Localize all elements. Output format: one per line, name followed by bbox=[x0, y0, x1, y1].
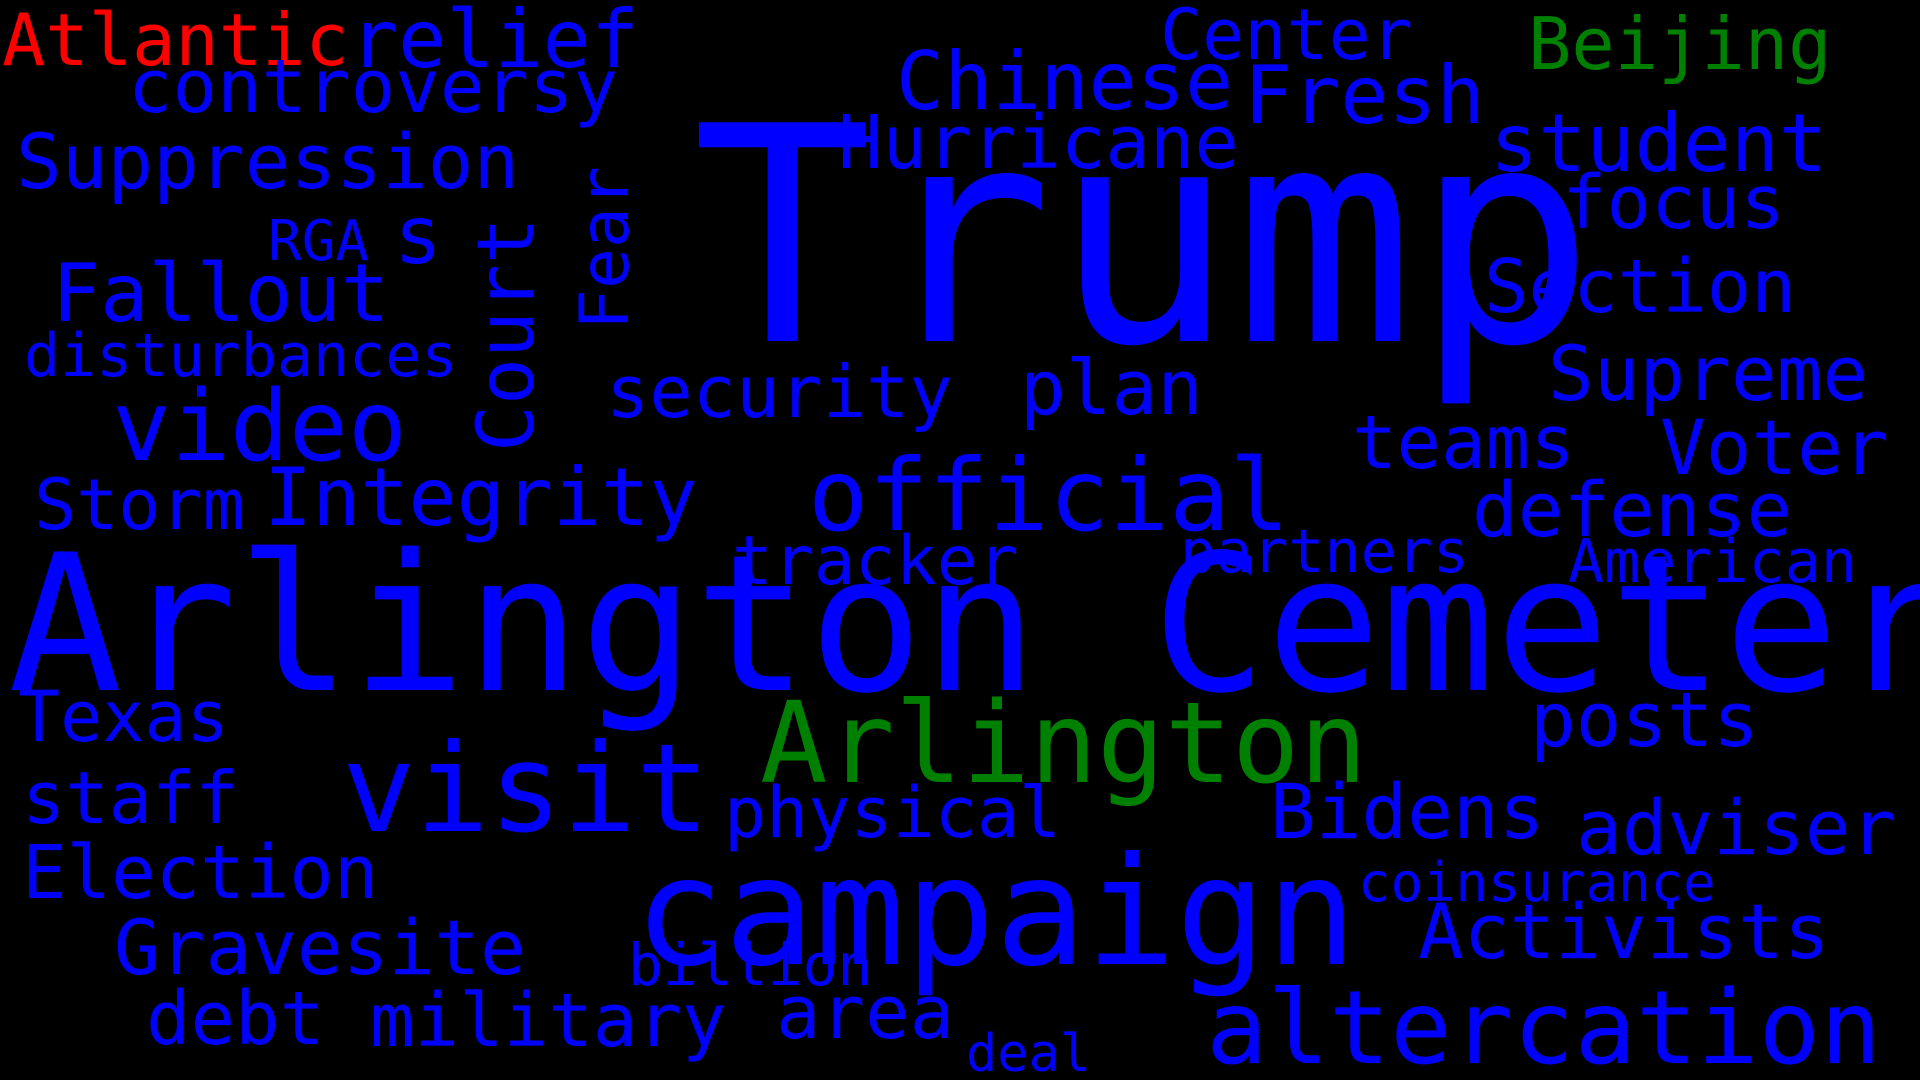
word-s: s bbox=[394, 189, 443, 282]
word-deal: deal bbox=[966, 1024, 1092, 1080]
word-court: Court bbox=[462, 217, 552, 452]
word-disturbances: disturbances bbox=[24, 321, 458, 391]
word-security: security bbox=[606, 350, 953, 434]
word-coinsurance: coinsurance bbox=[1358, 851, 1716, 914]
word-integrity: Integrity bbox=[264, 451, 698, 544]
word-area: area bbox=[776, 970, 955, 1056]
word-fear: Fear bbox=[566, 166, 645, 330]
word-fallout: Fallout bbox=[52, 247, 390, 340]
word-supreme: Supreme bbox=[1548, 329, 1869, 418]
word-american: American bbox=[1568, 527, 1857, 597]
word-posts: posts bbox=[1530, 675, 1759, 764]
word-trump: Trump bbox=[692, 63, 1596, 412]
word-partners: partners bbox=[1180, 517, 1469, 587]
word-controversy: controversy bbox=[128, 44, 619, 130]
word-debt: debt bbox=[146, 976, 325, 1062]
word-military: military bbox=[370, 978, 727, 1064]
word-gravesite: Gravesite bbox=[114, 903, 526, 992]
word-bidens: Bidens bbox=[1270, 767, 1545, 856]
word-defense: defense bbox=[1472, 465, 1793, 554]
word-voter: Voter bbox=[1660, 403, 1889, 492]
word-focus: focus bbox=[1562, 160, 1785, 246]
word-official: official bbox=[808, 437, 1290, 554]
word-chinese: Chinese bbox=[896, 35, 1234, 128]
word-section: Section bbox=[1484, 244, 1796, 330]
word-election: Election bbox=[22, 830, 379, 916]
word-rga: RGA bbox=[268, 209, 370, 274]
word-teams: teams bbox=[1352, 400, 1575, 486]
word-physical: physical bbox=[724, 772, 1062, 854]
word-center: Center bbox=[1160, 0, 1413, 76]
word-arlington-cemetery: Arlington Cemetery bbox=[8, 514, 1920, 735]
word-tracker: tracker bbox=[732, 522, 1019, 601]
word-campaign: campaign bbox=[634, 826, 1357, 1000]
word-hurricane: Hurricane bbox=[838, 100, 1239, 186]
word-adviser: adviser bbox=[1576, 783, 1897, 872]
word-activists: Activists bbox=[1418, 887, 1830, 976]
word-storm: Storm bbox=[34, 464, 245, 546]
word-plan: plan bbox=[1020, 343, 1204, 432]
word-student: student bbox=[1490, 97, 1828, 190]
word-fresh: Fresh bbox=[1244, 49, 1485, 142]
word-atlantic: Atlantic bbox=[2, 0, 349, 82]
word-staff: staff bbox=[22, 756, 239, 840]
word-video: video bbox=[112, 370, 408, 484]
word-billion: billion bbox=[628, 931, 873, 999]
word-relief: relief bbox=[350, 0, 639, 86]
word-altercation: altercation bbox=[1206, 969, 1882, 1080]
word-beijing: Beijing bbox=[1528, 2, 1832, 86]
word-arlington: Arlington bbox=[760, 679, 1367, 809]
word-suppression: Suppression bbox=[16, 117, 520, 206]
word-visit: visit bbox=[342, 718, 710, 860]
word-texas: Texas bbox=[18, 676, 229, 758]
